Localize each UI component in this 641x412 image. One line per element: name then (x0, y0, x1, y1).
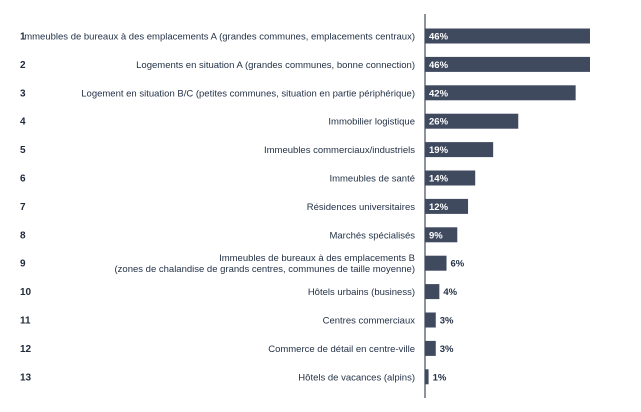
rank-label: 5 (20, 145, 26, 156)
category-label: Hôtels urbains (business) (308, 287, 415, 298)
bar (425, 113, 519, 129)
category-label: Commerce de détail en centre-ville (268, 344, 415, 355)
value-label: 46% (429, 60, 449, 71)
bar (425, 198, 469, 214)
bar (425, 340, 436, 356)
bar (425, 312, 436, 328)
bar (425, 284, 440, 300)
value-label: 4% (443, 287, 457, 298)
rank-label: 8 (20, 230, 26, 241)
bar (425, 56, 590, 72)
bar (425, 369, 429, 385)
category-label: Immeubles de bureaux à des emplacements … (219, 253, 415, 264)
category-label: Immeubles de bureaux à des emplacements … (22, 32, 415, 43)
chart-row: 5 Immeubles commerciaux/industriels 19% (20, 142, 494, 158)
category-label: Résidences universitaires (307, 202, 415, 213)
rank-label: 11 (20, 316, 31, 327)
value-label: 3% (440, 316, 454, 327)
value-label: 12% (429, 202, 449, 213)
value-label: 1% (433, 372, 447, 383)
bar (425, 142, 494, 158)
value-label: 26% (429, 117, 449, 128)
chart-row: 9 Immeubles de bureaux à des emplacements… (20, 253, 465, 275)
category-label: Logements en situation A (grandes commun… (136, 60, 415, 71)
value-label: 19% (429, 145, 449, 156)
chart-row: 4 Immobilier logistique 26% (20, 113, 519, 129)
rank-label: 2 (20, 60, 26, 71)
bar (425, 85, 576, 101)
category-label: Logement en situation B/C (petites commu… (81, 88, 415, 99)
category-label: Immeubles de santé (329, 174, 415, 185)
chart-row: 7 Résidences universitaires 12% (20, 198, 469, 214)
rank-label: 12 (20, 344, 32, 355)
value-label: 46% (429, 32, 449, 43)
rank-label: 1 (20, 32, 26, 43)
rank-label: 9 (20, 259, 26, 270)
category-label: Marchés spécialisés (329, 230, 415, 241)
value-label: 6% (451, 259, 465, 270)
bar (425, 170, 476, 186)
rank-label: 3 (20, 88, 26, 99)
rank-label: 4 (20, 117, 26, 128)
chart-row: 11 Centres commerciaux 3% (20, 312, 454, 328)
bar (425, 28, 590, 44)
category-label: Hôtels de vacances (alpins) (298, 372, 415, 383)
rank-label: 6 (20, 174, 26, 185)
chart-row: 10 Hôtels urbains (business) 4% (20, 284, 458, 300)
category-label: Centres commerciaux (323, 316, 416, 327)
category-label: (zones de chalandise de grands centres, … (115, 264, 415, 275)
chart-row: 8 Marchés spécialisés 9% (20, 227, 458, 243)
bar (425, 255, 447, 271)
value-label: 14% (429, 174, 449, 185)
category-label: Immeubles commerciaux/industriels (264, 145, 415, 156)
value-label: 3% (440, 344, 454, 355)
rank-label: 13 (20, 372, 32, 383)
category-label: Immobilier logistique (328, 117, 415, 128)
value-label: 9% (429, 230, 443, 241)
chart-row: 2 Logements en situation A (grandes commu… (20, 56, 590, 72)
chart-row: 13 Hôtels de vacances (alpins) 1% (20, 369, 447, 385)
value-label: 42% (429, 88, 449, 99)
rank-label: 10 (20, 287, 32, 298)
rank-label: 7 (20, 202, 26, 213)
bar (425, 227, 458, 243)
chart-row: 12 Commerce de détail en centre-ville 3% (20, 340, 454, 356)
chart-row: 6 Immeubles de santé 14% (20, 170, 476, 186)
chart-row: 3 Logement en situation B/C (petites comm… (20, 85, 576, 101)
